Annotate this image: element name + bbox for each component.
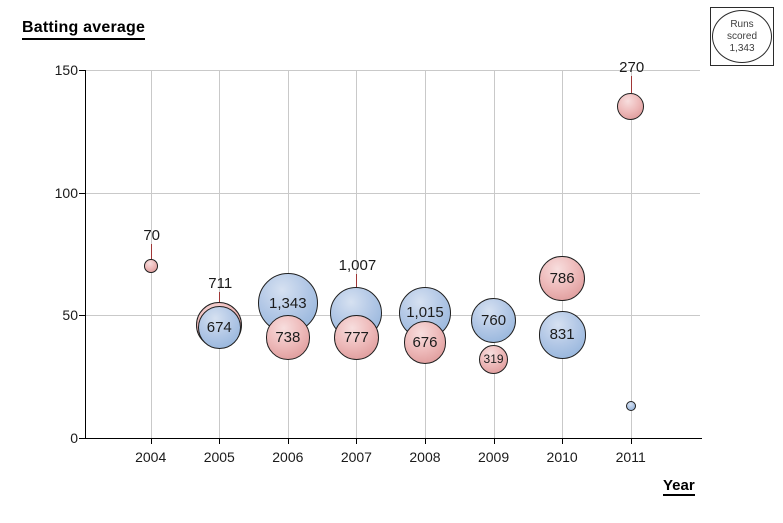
bubble-pink-2009: 319	[478, 344, 509, 375]
bubble-pink-2008: 676	[403, 321, 447, 364]
legend-line-1: Runs	[730, 18, 754, 30]
x-tick-label-2010: 2010	[546, 449, 578, 465]
x-tick-2010	[562, 439, 564, 444]
y-tick-0	[79, 438, 85, 439]
legend-text: Runs scored 1,343	[711, 8, 773, 65]
x-tick-2004	[150, 439, 152, 444]
bubble-blue-2009: 760	[470, 297, 517, 343]
bubble-label-2005-pink: 711	[208, 275, 233, 292]
x-tick-2011	[630, 439, 632, 444]
y-tick-label-50: 50	[62, 307, 78, 324]
bubble-label-2011-pink: 270	[619, 59, 645, 76]
bubble-pink-2010: 786	[539, 255, 586, 302]
h-gridline-50	[85, 315, 700, 317]
chart-title: Batting average	[22, 19, 146, 40]
y-tick-label-100: 100	[54, 184, 78, 201]
h-gridline-100	[85, 192, 700, 194]
leader-line-2007-blue	[356, 274, 358, 287]
x-axis-title: Year	[663, 477, 695, 496]
y-tick-100	[79, 192, 85, 194]
x-tick-label-2007: 2007	[340, 449, 372, 465]
x-tick-2008	[424, 439, 426, 444]
v-gridline-2006	[287, 70, 289, 438]
legend-circle-icon	[712, 10, 772, 63]
x-tick-2005	[219, 439, 221, 444]
v-gridline-2007	[356, 70, 358, 438]
leader-line-2004-pink	[150, 244, 152, 260]
x-tick-2007	[356, 439, 358, 444]
x-axis-line	[85, 438, 702, 439]
bubble-pink-2004	[143, 259, 158, 274]
bubble-blue-2005: 674	[197, 306, 241, 350]
x-tick-label-2006: 2006	[272, 449, 304, 465]
x-tick-label-2005: 2005	[203, 449, 235, 465]
bubble-size-legend: Runs scored 1,343	[710, 7, 774, 66]
legend-line-3: 1,343	[729, 42, 755, 54]
h-gridline-150	[85, 70, 700, 71]
bubble-pink-2006: 738	[265, 315, 311, 360]
x-tick-label-2009: 2009	[477, 449, 510, 465]
bubble-pink-2007: 777	[333, 314, 380, 361]
bubble-pink-2011	[617, 93, 645, 121]
v-gridline-2009	[493, 70, 495, 438]
y-tick-label-150: 150	[54, 62, 78, 78]
leader-line-2011-pink	[630, 76, 632, 94]
v-gridline-2005	[219, 70, 221, 438]
legend-line-2: scored	[726, 30, 757, 42]
x-tick-2009	[493, 439, 495, 444]
bubble-label-2007-blue: 1,007	[338, 257, 377, 274]
x-tick-label-2004: 2004	[135, 449, 167, 465]
bubble-blue-2010: 831	[538, 311, 586, 359]
y-tick-label-0: 0	[70, 430, 78, 446]
x-tick-label-2011: 2011	[615, 449, 646, 465]
y-tick-150	[79, 70, 85, 71]
bubble-label-2004-pink: 70	[143, 227, 161, 244]
v-gridline-2008	[424, 70, 426, 438]
x-tick-label-2008: 2008	[409, 449, 441, 465]
leader-line-2005-pink	[219, 292, 221, 303]
x-tick-2006	[287, 439, 289, 444]
y-axis-line	[85, 70, 86, 439]
v-gridline-2010	[562, 70, 564, 438]
v-gridline-2011	[630, 70, 632, 438]
y-tick-50	[79, 315, 85, 317]
bubble-blue-2011	[625, 401, 636, 412]
